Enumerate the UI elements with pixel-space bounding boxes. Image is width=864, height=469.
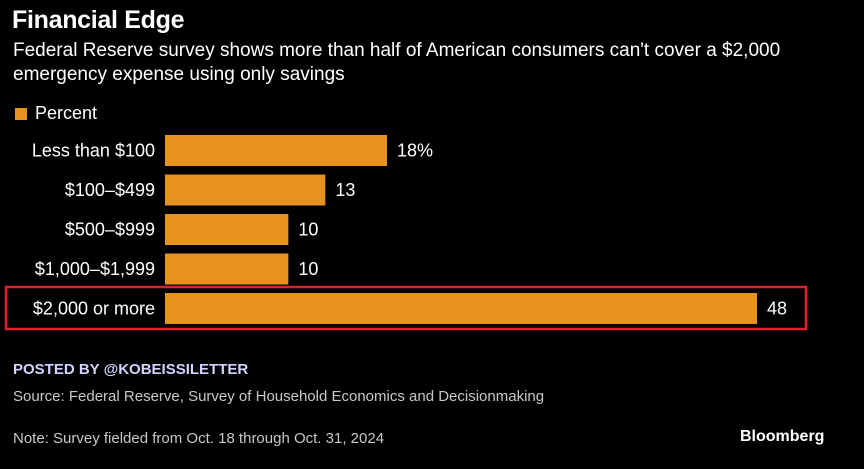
category-label: $1,000–$1,999 [35,259,155,279]
posted-by: POSTED BY @KOBEISSILETTER [13,361,249,378]
category-label: Less than $100 [32,141,155,161]
source-text: Source: Federal Reserve, Survey of House… [13,388,545,405]
bar-chart: Less than $100 18% $100–$499 13 $500–$999 10 $… [4,135,808,331]
category-label: $500–$999 [65,220,155,240]
note-text: Note: Survey fielded from Oct. 18 throug… [13,430,385,447]
chart-subtitle: Federal Reserve survey shows more than h… [13,40,781,85]
value-label: 10 [298,220,318,240]
bar [165,253,289,285]
bar [165,214,289,245]
value-label: 10 [298,259,318,279]
chart-title: Financial Edge [12,6,185,34]
legend-label: Percent [35,103,98,123]
legend-swatch [15,107,27,120]
bar [165,135,387,166]
bloomberg-logo: Bloomberg [740,428,825,445]
category-label: $100–$499 [65,180,155,200]
legend: Percent [15,103,97,124]
bar [165,174,326,206]
value-label: 13 [335,180,355,200]
value-label: 18% [397,141,433,161]
value-label: 48 [767,299,787,319]
category-label: $2,000 or more [33,299,155,319]
highlight-box [4,285,808,331]
bar [165,293,757,324]
